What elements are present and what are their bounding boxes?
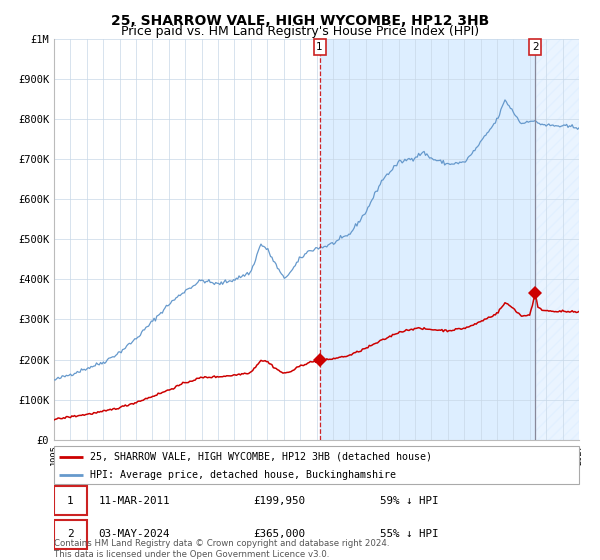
Text: 03-MAY-2024: 03-MAY-2024 (98, 529, 170, 539)
Text: 25, SHARROW VALE, HIGH WYCOMBE, HP12 3HB: 25, SHARROW VALE, HIGH WYCOMBE, HP12 3HB (111, 14, 489, 28)
Bar (320, 39, 535, 440)
Text: Price paid vs. HM Land Registry's House Price Index (HPI): Price paid vs. HM Land Registry's House … (121, 25, 479, 38)
Text: 25, SHARROW VALE, HIGH WYCOMBE, HP12 3HB (detached house): 25, SHARROW VALE, HIGH WYCOMBE, HP12 3HB… (90, 452, 432, 462)
Text: HPI: Average price, detached house, Buckinghamshire: HPI: Average price, detached house, Buck… (90, 470, 396, 480)
Bar (535, 39, 579, 440)
Text: 1: 1 (67, 496, 74, 506)
Bar (54, 520, 86, 549)
Bar (54, 486, 86, 515)
Text: Contains HM Land Registry data © Crown copyright and database right 2024.
This d: Contains HM Land Registry data © Crown c… (54, 539, 389, 559)
Text: 59% ↓ HPI: 59% ↓ HPI (380, 496, 438, 506)
Text: £365,000: £365,000 (254, 529, 305, 539)
Text: 1: 1 (316, 42, 323, 52)
Text: £199,950: £199,950 (254, 496, 305, 506)
Text: 2: 2 (67, 529, 74, 539)
Text: 2: 2 (532, 42, 539, 52)
Text: 11-MAR-2011: 11-MAR-2011 (98, 496, 170, 506)
Text: 55% ↓ HPI: 55% ↓ HPI (380, 529, 438, 539)
